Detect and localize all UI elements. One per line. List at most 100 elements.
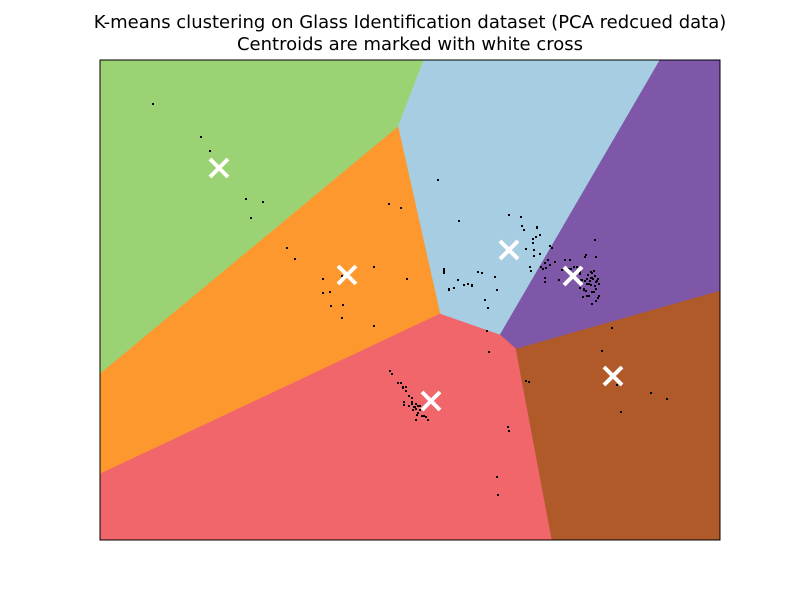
data-point bbox=[586, 283, 588, 285]
data-point bbox=[330, 305, 332, 307]
data-point bbox=[547, 259, 549, 261]
data-point bbox=[419, 405, 421, 407]
data-point bbox=[593, 291, 595, 293]
data-point bbox=[245, 198, 247, 200]
data-point bbox=[427, 419, 429, 421]
data-point bbox=[520, 216, 522, 218]
data-point bbox=[544, 277, 546, 279]
data-point bbox=[591, 303, 593, 305]
data-point bbox=[530, 270, 532, 272]
data-point bbox=[587, 274, 589, 276]
data-point bbox=[568, 268, 570, 270]
data-point bbox=[601, 350, 603, 352]
data-point bbox=[590, 284, 592, 286]
data-point bbox=[589, 280, 591, 282]
data-point bbox=[583, 288, 585, 290]
data-point bbox=[400, 382, 402, 384]
data-point bbox=[570, 268, 572, 270]
data-point bbox=[536, 227, 538, 229]
data-point bbox=[411, 397, 413, 399]
data-point bbox=[579, 287, 581, 289]
centroid-cross bbox=[208, 157, 230, 179]
data-point bbox=[579, 273, 581, 275]
data-point bbox=[481, 272, 483, 274]
data-point bbox=[579, 271, 581, 273]
data-point bbox=[262, 201, 264, 203]
data-point bbox=[458, 220, 460, 222]
data-point bbox=[521, 225, 523, 227]
data-point bbox=[417, 405, 419, 407]
data-point bbox=[487, 307, 489, 309]
data-point bbox=[412, 409, 414, 411]
data-point bbox=[598, 295, 600, 297]
data-point bbox=[558, 279, 560, 281]
data-point bbox=[286, 247, 288, 249]
data-point bbox=[416, 414, 418, 416]
data-point bbox=[389, 370, 391, 372]
data-point bbox=[322, 292, 324, 294]
data-point bbox=[425, 416, 427, 418]
data-point bbox=[471, 285, 473, 287]
centroid-cross bbox=[562, 265, 584, 287]
data-point bbox=[388, 203, 390, 205]
data-point bbox=[544, 281, 546, 283]
data-point bbox=[497, 494, 499, 496]
data-point bbox=[595, 256, 597, 258]
data-point bbox=[540, 266, 542, 268]
data-point bbox=[549, 245, 551, 247]
data-point bbox=[528, 381, 530, 383]
data-point bbox=[405, 390, 407, 392]
data-point bbox=[408, 395, 410, 397]
data-point bbox=[533, 255, 535, 257]
data-point bbox=[341, 317, 343, 319]
data-point bbox=[417, 412, 419, 414]
data-point bbox=[533, 249, 535, 251]
data-point bbox=[467, 283, 469, 285]
data-point bbox=[650, 392, 652, 394]
data-point bbox=[549, 264, 551, 266]
data-point bbox=[411, 403, 413, 405]
data-point bbox=[453, 287, 455, 289]
centroid-cross bbox=[336, 264, 358, 286]
data-point bbox=[494, 276, 496, 278]
data-point bbox=[342, 304, 344, 306]
data-point bbox=[535, 236, 537, 238]
centroid-cross bbox=[498, 239, 520, 261]
centroid-cross bbox=[420, 390, 442, 412]
data-point bbox=[525, 248, 527, 250]
data-point bbox=[593, 270, 595, 272]
centroid-cross bbox=[602, 365, 624, 387]
data-point bbox=[507, 426, 509, 428]
data-point bbox=[523, 229, 525, 231]
data-point bbox=[496, 289, 498, 291]
data-point bbox=[486, 330, 488, 332]
data-point bbox=[532, 238, 534, 240]
data-point bbox=[403, 401, 405, 403]
data-point bbox=[591, 272, 593, 274]
data-point bbox=[402, 387, 404, 389]
data-point bbox=[586, 295, 588, 297]
data-point bbox=[564, 259, 566, 261]
chart-subtitle: Centroids are marked with white cross bbox=[236, 34, 584, 55]
data-point bbox=[403, 404, 405, 406]
data-point bbox=[573, 266, 575, 268]
data-point bbox=[584, 256, 586, 258]
data-point bbox=[437, 179, 439, 181]
data-point bbox=[582, 296, 584, 298]
cluster-region-red bbox=[100, 313, 553, 540]
cluster-region-orange bbox=[100, 126, 441, 475]
data-point bbox=[423, 415, 425, 417]
data-point bbox=[585, 254, 587, 256]
data-point bbox=[576, 266, 578, 268]
data-point bbox=[597, 297, 599, 299]
data-point bbox=[591, 291, 593, 293]
data-point bbox=[341, 275, 343, 277]
data-point bbox=[554, 261, 556, 263]
data-point bbox=[443, 272, 445, 274]
chart-title: K-means clustering on Glass Identificati… bbox=[93, 12, 727, 33]
data-point bbox=[620, 411, 622, 413]
data-point bbox=[588, 283, 590, 285]
data-point bbox=[496, 476, 498, 478]
data-point bbox=[584, 280, 586, 282]
data-point bbox=[250, 217, 252, 219]
